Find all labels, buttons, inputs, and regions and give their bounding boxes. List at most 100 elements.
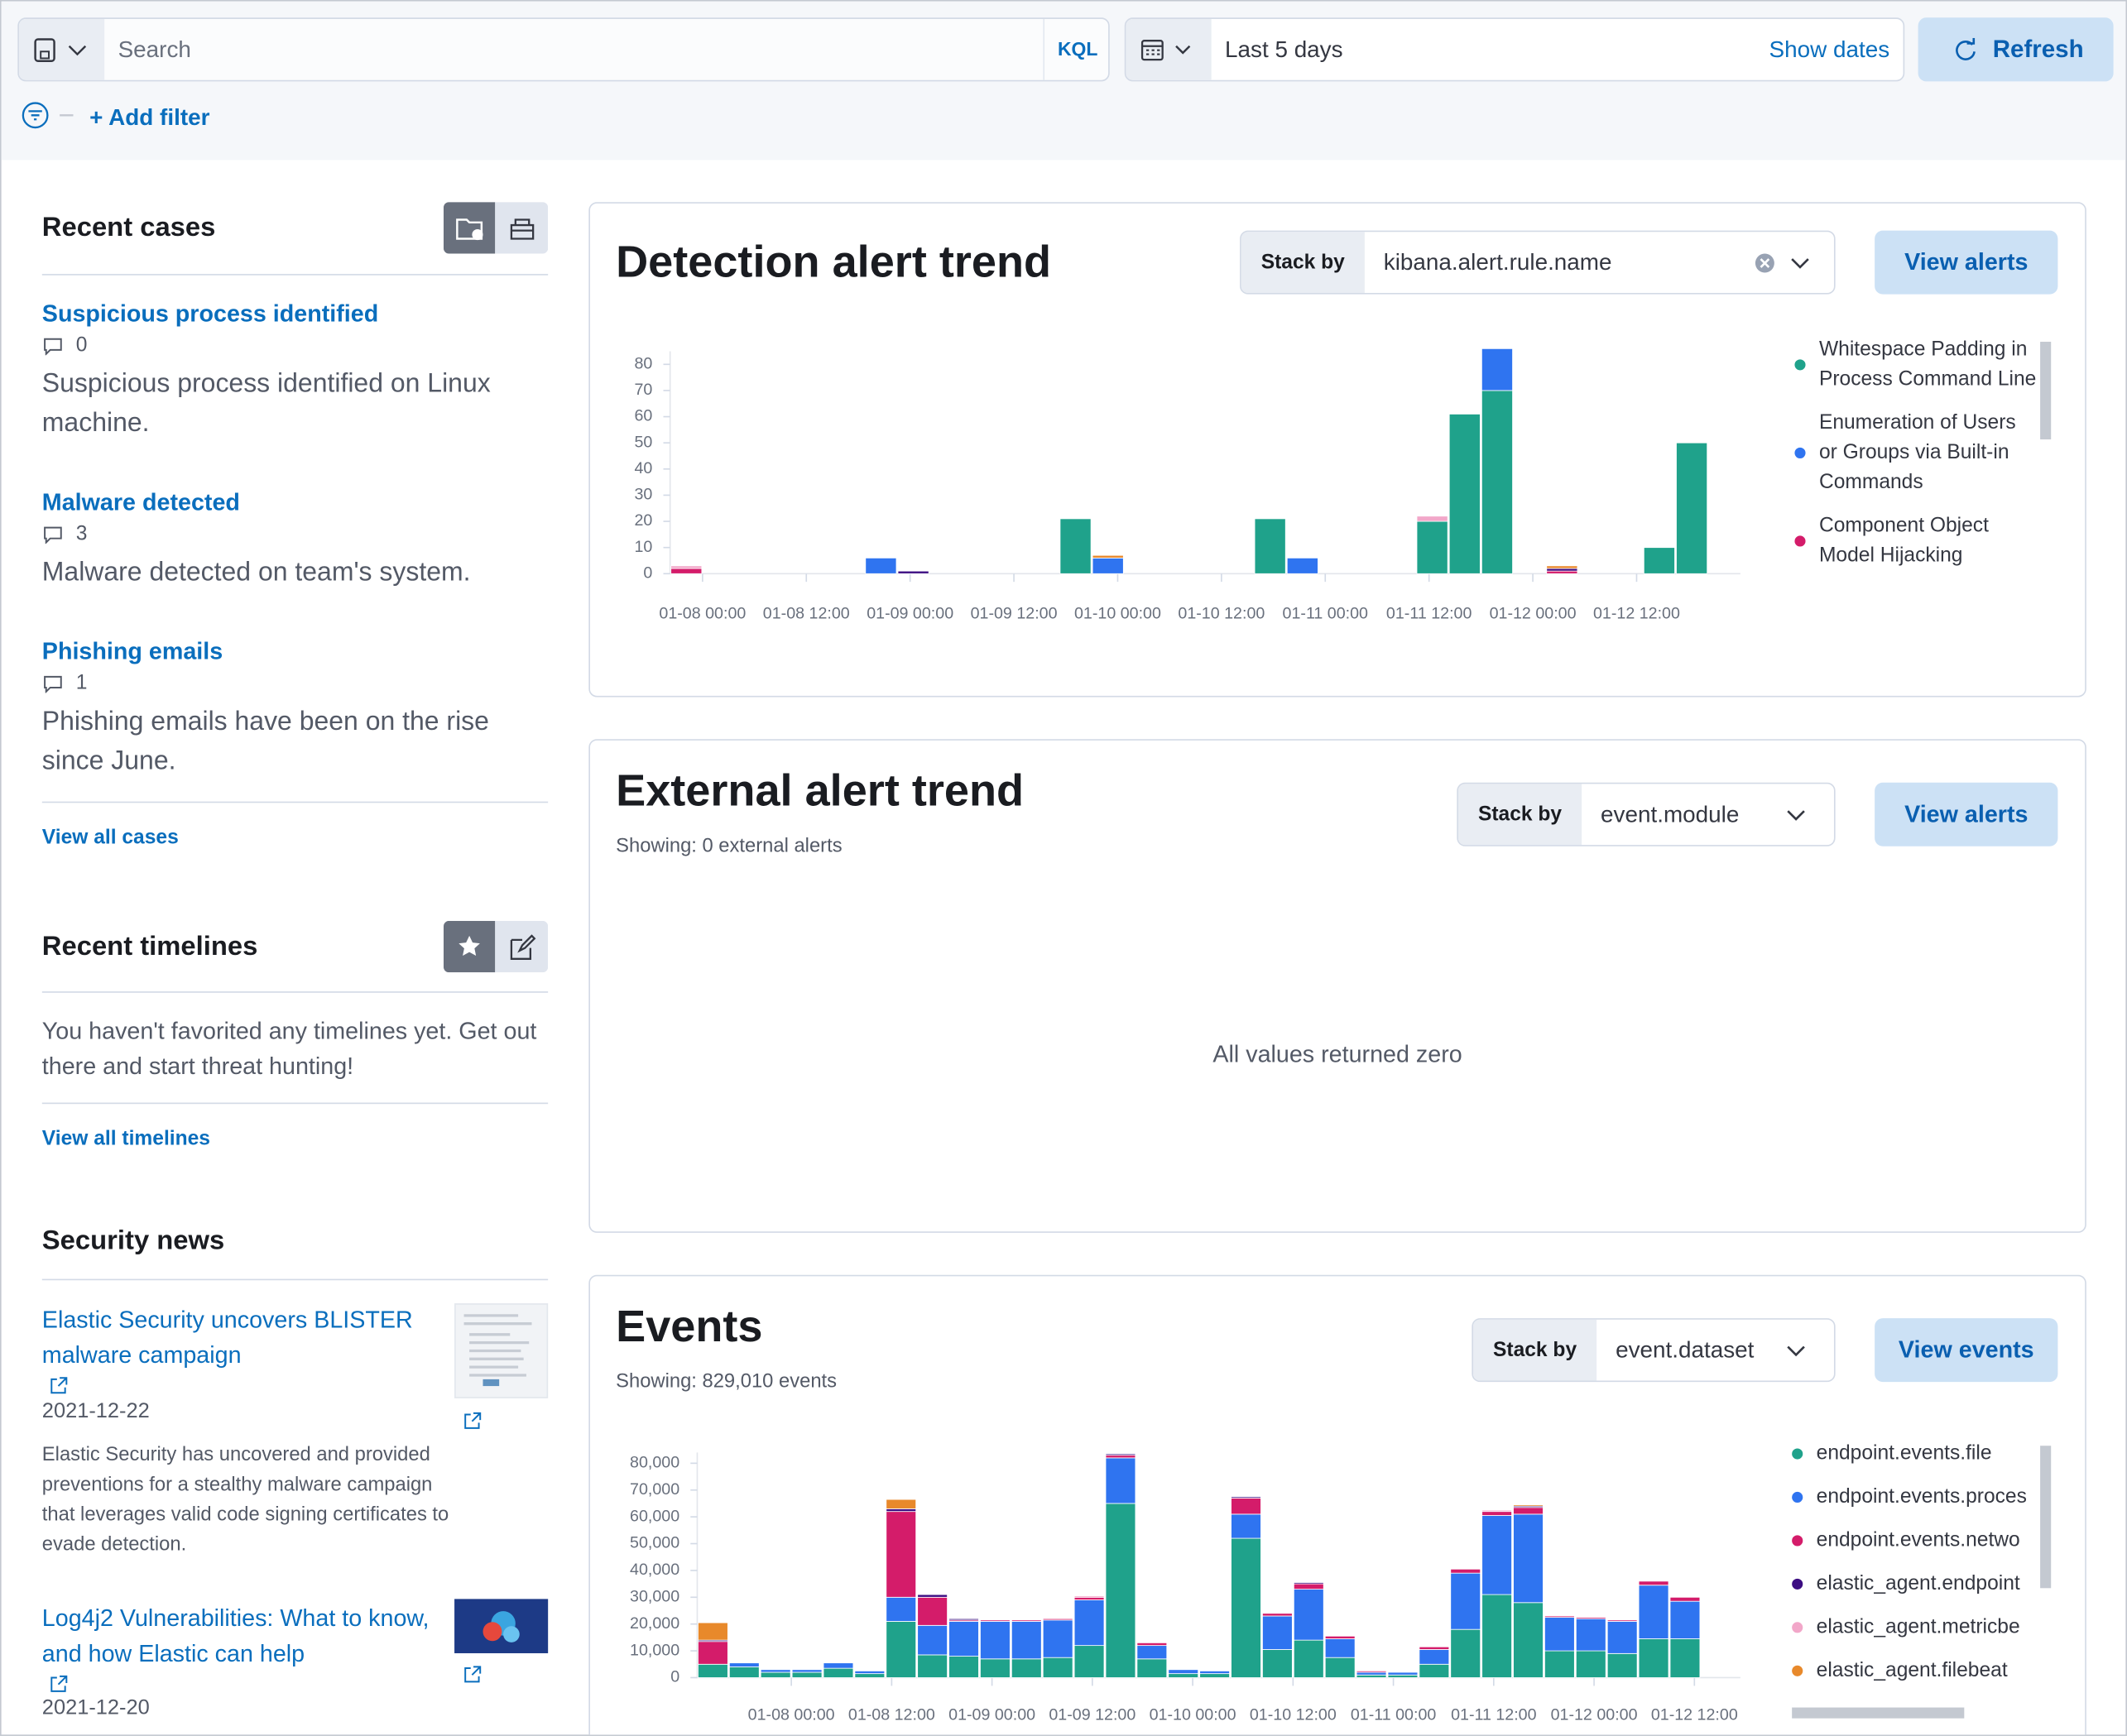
x-tick-label: 01-08 00:00 [748,1706,835,1724]
favorites-button[interactable] [443,920,496,973]
bar-segment [886,1621,917,1678]
x-tick-label: 01-10 12:00 [1178,605,1265,623]
bar-segment [1073,1596,1105,1600]
legend-swatch [1792,1491,1803,1503]
legend-item[interactable]: Component Object Model Hijacking [1792,511,2038,571]
bar-segment [1293,1582,1324,1585]
news-thumbnail[interactable] [454,1303,549,1398]
kql-button[interactable]: KQL [1043,18,1108,80]
saved-query-button[interactable] [18,18,105,80]
stack-by-select[interactable]: Stack by kibana.alert.rule.name [1240,230,1836,295]
timelines-toggle[interactable] [443,920,549,973]
legend-label[interactable]: endpoint.events.proces [1816,1484,2027,1508]
legend-label[interactable]: Whitespace Padding in Process Command Li… [1818,338,2037,391]
y-tick-label: 40 [634,459,652,477]
legend-item[interactable]: elastic_agent.metricbe [1789,1613,2032,1642]
all-cases-button[interactable] [495,202,549,254]
chevron-icon[interactable] [1784,1340,1811,1361]
x-tick-label: 01-11 12:00 [1386,605,1472,623]
bar-segment [1575,1650,1606,1678]
bar-segment [1073,1595,1105,1598]
x-tick-label: 01-11 00:00 [1283,605,1369,623]
comment-icon [44,526,62,544]
comment-icon [44,675,62,693]
filter-icon[interactable] [22,102,79,132]
view-alerts-button[interactable]: View alerts [1875,782,2058,846]
news-title[interactable]: Log4j2 Vulnerabilities: What to know, an… [41,1604,430,1667]
x-tick-label: 01-11 00:00 [1351,1706,1437,1724]
external-link-icon[interactable] [464,1666,482,1683]
bar-segment [1419,1646,1450,1650]
refresh-icon [1956,37,1976,60]
legend-scrollbar[interactable] [2040,342,2052,440]
external-link-icon[interactable] [50,1377,68,1394]
legend-label[interactable]: endpoint.events.netwo [1816,1528,2020,1552]
bar-segment [1011,1621,1042,1660]
bar-segment [1638,1585,1669,1639]
select-icons[interactable] [1754,252,1822,274]
legend-scrollbar[interactable] [1792,1707,1965,1719]
legend-item[interactable]: elastic_agent.endpoint [1789,1569,2032,1599]
y-tick-label: 60 [634,407,652,425]
quick-menu-button[interactable] [1126,18,1212,80]
legend-label[interactable]: elastic_agent.metricbe [1816,1615,2020,1638]
stack-by-select[interactable]: Stack by event.dataset [1472,1318,1836,1383]
recent-button[interactable] [495,920,549,973]
case-title[interactable]: Suspicious process identified [41,300,379,328]
legend-item[interactable]: elastic_agent.filebeat [1789,1656,2032,1686]
legend-label[interactable]: elastic_agent.filebeat [1816,1658,2008,1682]
view-events-button[interactable]: View events [1875,1318,2058,1383]
legend-item[interactable]: Whitespace Padding in Process Command Li… [1792,335,2038,395]
bar-segment [760,1671,791,1678]
panel-title: External alert trend [616,765,1025,816]
bar-segment [886,1596,917,1622]
date-picker[interactable]: Last 5 days Show dates [1124,17,1905,82]
legend-swatch [1792,1535,1803,1547]
legend-swatch [1792,1665,1803,1676]
search-placeholder[interactable]: Search [118,36,191,63]
view-all-cases[interactable]: View all cases [41,826,179,850]
bar-segment [1011,1658,1042,1678]
x-tick-label: 01-09 00:00 [867,605,953,623]
view-alerts-button[interactable]: View alerts [1875,230,2058,295]
stack-by-value[interactable]: kibana.alert.rule.name [1383,249,1612,276]
legend-label[interactable]: elastic_agent.endpoint [1816,1571,2020,1595]
stack-by-select[interactable]: Stack by event.module [1457,782,1836,846]
legend-item[interactable]: endpoint.events.file [1789,1439,2032,1469]
legend-item[interactable]: endpoint.events.netwo [1789,1526,2032,1556]
stack-by-value[interactable]: event.module [1601,801,1740,827]
case-title[interactable]: Phishing emails [41,637,223,665]
view-all-timelines[interactable]: View all timelines [41,1127,210,1150]
bar-segment [1136,1658,1168,1678]
legend-item[interactable]: Enumeration of Users or Groups via Built… [1792,408,2038,497]
date-range[interactable]: Last 5 days [1225,36,1343,63]
refresh-label[interactable]: Refresh [1992,35,2084,63]
legend-label[interactable]: Enumeration of Users or Groups via Built… [1818,410,2016,494]
case-description: Phishing emails have been on the rise si… [41,706,489,776]
legend-label[interactable]: Component Object Model Hijacking [1818,514,1989,568]
news-thumbnail[interactable] [454,1599,549,1653]
case-title[interactable]: Malware detected [41,488,240,516]
add-filter[interactable]: + Add filter [89,104,210,131]
news-title[interactable]: Elastic Security uncovers BLISTER malwar… [41,1306,413,1369]
legend-swatch [1794,447,1806,458]
bar-segment [1293,1583,1324,1590]
legend-item[interactable]: endpoint.events.proces [1789,1482,2032,1512]
external-link-icon[interactable] [464,1412,482,1429]
bar-segment [1293,1589,1324,1641]
my-cases-button[interactable] [443,202,496,254]
external-link-icon[interactable] [50,1675,68,1692]
show-dates[interactable]: Show dates [1769,36,1890,63]
legend-label[interactable]: endpoint.events.file [1816,1441,1992,1465]
bar-segment [917,1594,948,1598]
bar-segment [1419,1649,1450,1665]
search-box[interactable]: Search KQL [17,17,1110,82]
refresh-button[interactable]: Refresh [1918,17,2114,82]
stack-by-value[interactable]: event.dataset [1616,1337,1755,1364]
legend-scrollbar[interactable] [2040,1446,2052,1589]
chevron-icon[interactable] [1784,804,1811,826]
cases-toggle[interactable] [443,202,549,254]
bar-segment [1638,1580,1669,1586]
bar-segment [1356,1674,1387,1678]
